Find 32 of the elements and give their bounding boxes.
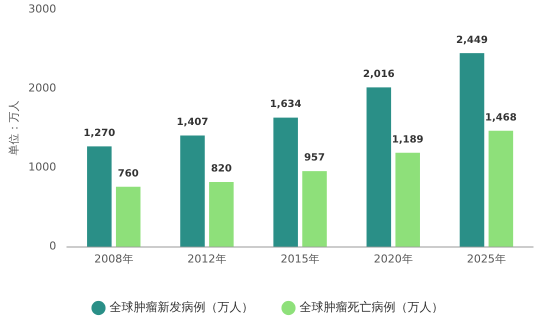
- bar: [180, 136, 205, 247]
- data-label: 957: [304, 152, 326, 164]
- bar: [116, 186, 140, 247]
- x-tick-label: 2025年: [466, 252, 506, 266]
- bar: [87, 146, 112, 247]
- data-label: 1,468: [485, 112, 517, 124]
- bar: [302, 171, 327, 247]
- data-label: 760: [118, 168, 139, 180]
- data-label: 1,270: [84, 128, 116, 139]
- x-tick-label: 2020年: [374, 252, 413, 266]
- legend-label: 全球肿瘤死亡病例（万人）: [300, 300, 444, 314]
- bar: [366, 87, 392, 247]
- data-label: 2,449: [456, 34, 488, 46]
- bar: [395, 152, 420, 247]
- y-tick-label: 2000: [28, 82, 56, 95]
- y-axis-title: 单位：万人: [7, 100, 20, 156]
- bar: [209, 182, 234, 247]
- bar: [273, 118, 298, 247]
- bar: [460, 53, 484, 247]
- bar: [488, 130, 514, 247]
- data-label: 820: [210, 164, 232, 175]
- data-label: 1,407: [176, 117, 208, 128]
- x-tick-label: 2008年: [94, 252, 134, 266]
- data-label: 2,016: [363, 68, 395, 80]
- x-tick-label: 2015年: [280, 252, 320, 266]
- x-tick-label: 2012年: [187, 252, 226, 266]
- y-tick-label: 0: [49, 240, 56, 253]
- y-tick-label: 1000: [28, 160, 56, 174]
- y-tick-label: 3000: [28, 2, 56, 16]
- legend-label: 全球肿瘤新发病例（万人）: [110, 300, 254, 314]
- data-label: 1,634: [270, 99, 302, 110]
- data-label: 1,189: [392, 134, 424, 146]
